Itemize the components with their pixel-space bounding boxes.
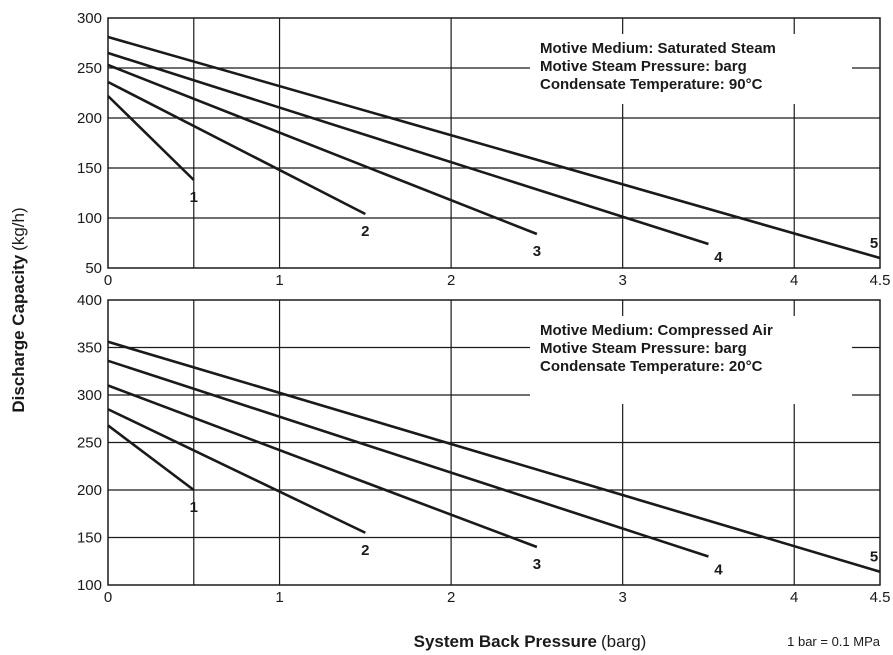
- x-axis-label: System Back Pressure (barg): [414, 632, 647, 651]
- x-tick-label: 1: [275, 272, 283, 289]
- annotation-line: Motive Medium: Compressed Air: [540, 322, 773, 339]
- annotation-box: [530, 34, 852, 104]
- x-tick-label: 4.5: [870, 589, 891, 606]
- series-line-1: [107, 95, 195, 181]
- annotation-box: [530, 316, 852, 404]
- series-label-5: 5: [870, 235, 878, 252]
- series-line-5: [107, 35, 881, 260]
- y-axis-label: Discharge Capacity (kg/h): [9, 207, 28, 412]
- x-axis-label-main: System Back Pressure: [414, 632, 597, 651]
- series-line-4: [107, 359, 709, 558]
- series-line-1: [107, 424, 195, 492]
- y-tick-label: 350: [77, 340, 102, 357]
- x-axis-label-unit: (barg): [601, 632, 646, 651]
- y-tick-label: 300: [77, 387, 102, 404]
- y-tick-label: 400: [77, 292, 102, 309]
- series-label-4: 4: [714, 562, 723, 579]
- x-tick-label: 0: [104, 589, 112, 606]
- plot-frame: [107, 17, 881, 269]
- chart-panel-steam: 1 2 3 4 5 50 100 150 200 250 300 0 1 2 3 4 4.5 Motive Med…: [77, 10, 890, 289]
- x-tick-label: 3: [618, 589, 626, 606]
- series-label-3: 3: [533, 243, 541, 260]
- unit-footnote: 1 bar = 0.1 MPa: [787, 634, 881, 649]
- y-tick-label: 250: [77, 435, 102, 452]
- x-tick-label: 2: [447, 272, 455, 289]
- y-tick-label: 150: [77, 160, 102, 177]
- y-tick-label: 50: [85, 260, 102, 277]
- x-tick-label: 1: [275, 589, 283, 606]
- chart-panel-air: 1 2 3 4 5 100 150 200 250 300 350 400 0 1 2 3 4 4.5 Motive…: [77, 292, 890, 606]
- series-label-5: 5: [870, 549, 878, 566]
- x-tick-label: 0: [104, 272, 112, 289]
- y-tick-label: 150: [77, 530, 102, 547]
- y-tick-label: 200: [77, 110, 102, 127]
- series-line-3: [107, 63, 538, 236]
- plot-frame: [107, 299, 881, 586]
- y-axis-label-unit: (kg/h): [9, 207, 28, 250]
- annotation-line: Condensate Temperature: 20°C: [540, 358, 763, 375]
- annotation-line: Motive Steam Pressure: barg: [540, 58, 747, 75]
- series-line-2: [107, 408, 366, 534]
- series-line-5: [107, 340, 881, 573]
- series-label-4: 4: [714, 249, 723, 266]
- series-line-2: [107, 80, 366, 216]
- x-tick-label: 2: [447, 589, 455, 606]
- y-tick-label: 200: [77, 482, 102, 499]
- series-line-4: [107, 51, 709, 246]
- series-line-3: [107, 384, 538, 549]
- x-tick-label: 3: [618, 272, 626, 289]
- y-tick-label: 100: [77, 210, 102, 227]
- y-axis-label-main: Discharge Capacity: [9, 254, 28, 412]
- series-label-3: 3: [533, 556, 541, 573]
- annotation-line: Condensate Temperature: 90°C: [540, 76, 763, 93]
- x-tick-label: 4: [790, 272, 798, 289]
- x-tick-label: 4: [790, 589, 798, 606]
- series-label-2: 2: [361, 223, 369, 240]
- annotation-line: Motive Steam Pressure: barg: [540, 340, 747, 357]
- x-tick-label: 4.5: [870, 272, 891, 289]
- series-label-2: 2: [361, 542, 369, 559]
- y-tick-label: 250: [77, 60, 102, 77]
- series-label-1: 1: [190, 189, 198, 206]
- series-label-1: 1: [190, 499, 198, 516]
- y-tick-label: 100: [77, 577, 102, 594]
- y-tick-label: 300: [77, 10, 102, 27]
- annotation-line: Motive Medium: Saturated Steam: [540, 40, 776, 57]
